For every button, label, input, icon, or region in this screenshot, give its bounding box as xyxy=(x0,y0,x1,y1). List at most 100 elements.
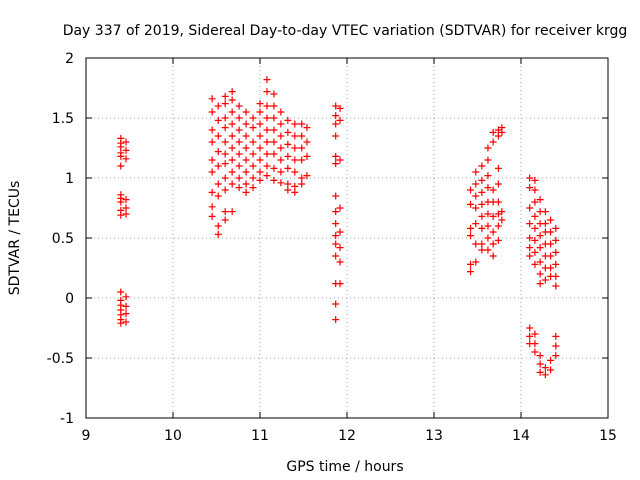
data-point xyxy=(221,208,229,216)
data-point xyxy=(284,152,292,160)
data-point xyxy=(117,152,125,160)
data-point xyxy=(208,212,216,220)
x-tick-label: 9 xyxy=(82,428,91,444)
data-point xyxy=(256,132,264,140)
data-point xyxy=(221,138,229,146)
data-point xyxy=(256,176,264,184)
data-point xyxy=(228,88,236,96)
data-point xyxy=(478,212,486,220)
data-point xyxy=(526,234,534,242)
data-point xyxy=(117,211,125,219)
data-point xyxy=(221,92,229,100)
data-point xyxy=(122,196,130,204)
data-point xyxy=(336,116,344,124)
data-point xyxy=(547,228,555,236)
data-point xyxy=(208,138,216,146)
data-point xyxy=(552,342,560,350)
data-point xyxy=(249,184,257,192)
data-point xyxy=(122,138,130,146)
data-point xyxy=(214,132,222,140)
data-point xyxy=(489,252,497,260)
data-point xyxy=(494,164,502,172)
data-point xyxy=(291,132,299,140)
data-point xyxy=(235,162,243,170)
y-tick-label: -1 xyxy=(60,411,74,427)
data-point xyxy=(291,168,299,176)
data-point xyxy=(467,260,475,268)
data-point xyxy=(235,150,243,158)
data-point xyxy=(298,132,306,140)
data-point xyxy=(536,360,544,368)
data-point xyxy=(291,120,299,128)
data-point xyxy=(263,150,271,158)
data-point xyxy=(242,188,250,196)
data-point xyxy=(214,162,222,170)
x-axis-ticks: 9 10 11 12 13 14 15 xyxy=(82,58,617,444)
data-point xyxy=(489,128,497,136)
data-point xyxy=(472,168,480,176)
data-point xyxy=(547,366,555,374)
data-point xyxy=(256,108,264,116)
data-point xyxy=(117,198,125,206)
data-point xyxy=(494,198,502,206)
data-point xyxy=(221,160,229,168)
data-point xyxy=(478,176,486,184)
data-point xyxy=(484,210,492,218)
data-point xyxy=(235,102,243,110)
data-point xyxy=(122,293,130,301)
data-point xyxy=(489,228,497,236)
data-point xyxy=(228,96,236,104)
data-point xyxy=(122,146,130,154)
data-point xyxy=(242,144,250,152)
data-point xyxy=(298,156,306,164)
data-point xyxy=(208,108,216,116)
data-point xyxy=(332,232,340,240)
data-point xyxy=(303,172,311,180)
data-point xyxy=(284,180,292,188)
y-tick-label: -0.5 xyxy=(47,351,74,367)
data-point xyxy=(332,132,340,140)
data-point xyxy=(214,116,222,124)
data-point xyxy=(547,216,555,224)
data-point xyxy=(228,180,236,188)
data-point xyxy=(552,272,560,280)
data-point xyxy=(270,150,278,158)
data-point xyxy=(494,236,502,244)
data-point xyxy=(484,234,492,242)
data-point xyxy=(298,144,306,152)
data-point xyxy=(531,260,539,268)
data-point xyxy=(472,180,480,188)
data-point xyxy=(249,114,257,122)
data-point xyxy=(249,150,257,158)
data-point xyxy=(117,319,125,327)
data-point xyxy=(526,184,534,192)
data-point xyxy=(472,258,480,266)
data-point xyxy=(552,282,560,290)
data-point xyxy=(249,162,257,170)
y-tick-label: 2 xyxy=(65,51,74,67)
data-point xyxy=(489,138,497,146)
data-point xyxy=(242,156,250,164)
data-point xyxy=(263,172,271,180)
data-point xyxy=(336,244,344,252)
data-point xyxy=(526,204,534,212)
data-point xyxy=(531,340,539,348)
data-point xyxy=(263,88,271,96)
data-point xyxy=(214,192,222,200)
data-point xyxy=(242,120,250,128)
data-point xyxy=(332,300,340,308)
data-point xyxy=(117,162,125,170)
data-point xyxy=(552,260,560,268)
data-point xyxy=(531,348,539,356)
data-point xyxy=(336,280,344,288)
data-point xyxy=(214,180,222,188)
data-point xyxy=(208,188,216,196)
data-point xyxy=(214,148,222,156)
data-point xyxy=(228,108,236,116)
data-point xyxy=(536,280,544,288)
data-point xyxy=(263,76,271,84)
data-point xyxy=(277,108,285,116)
data-point xyxy=(242,108,250,116)
data-point xyxy=(122,204,130,212)
